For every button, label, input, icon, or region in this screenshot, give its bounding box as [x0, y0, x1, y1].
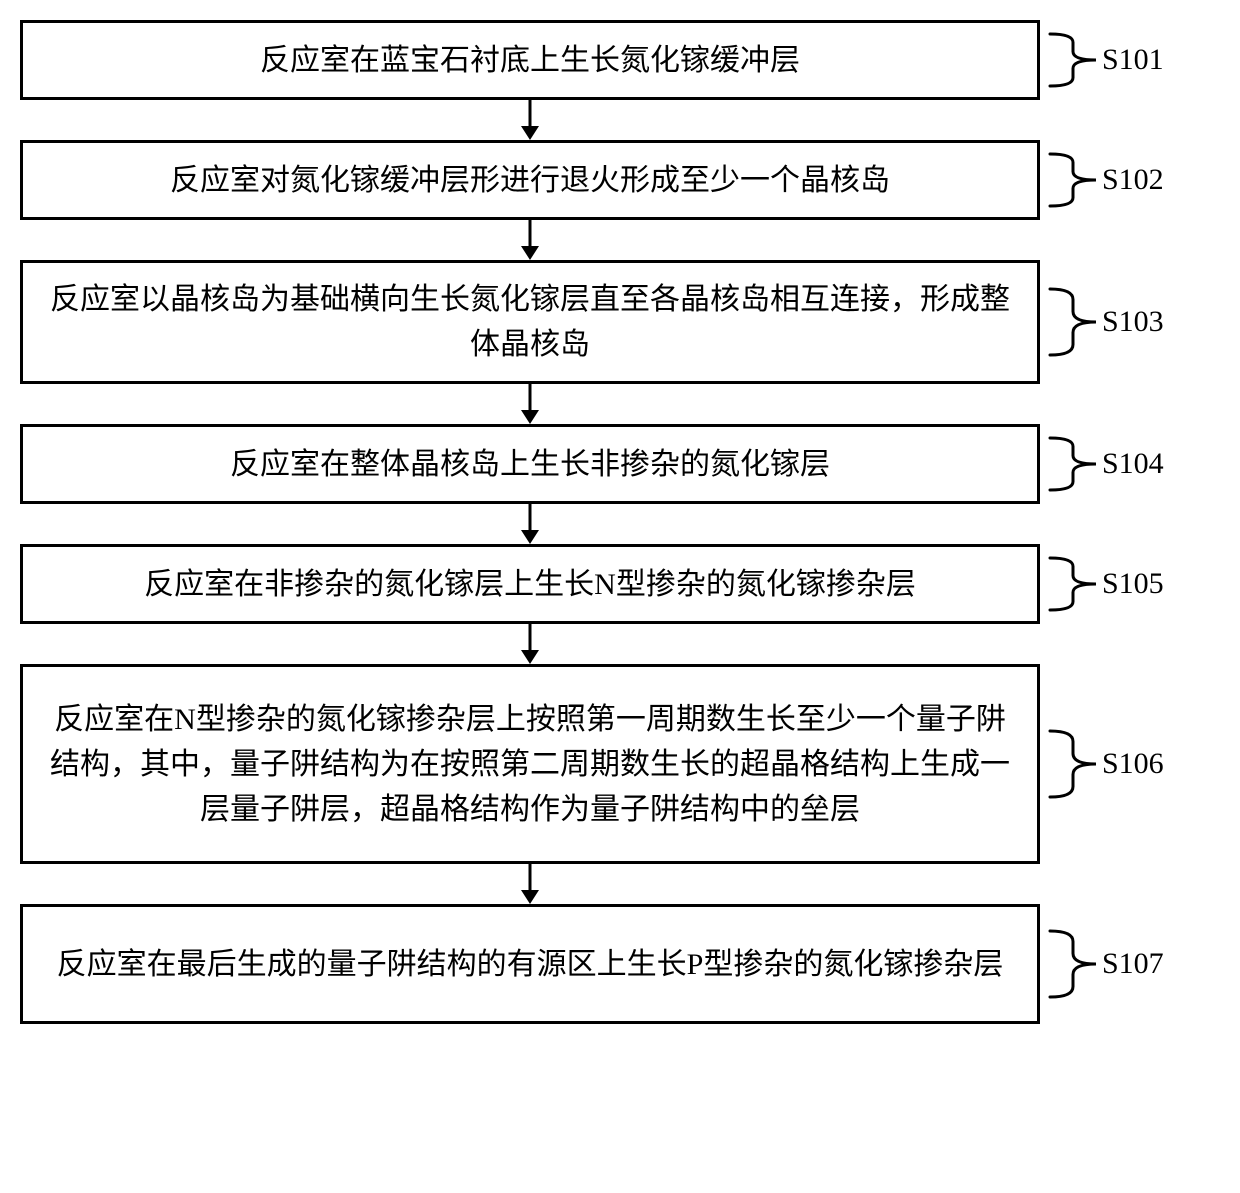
brace-icon [1048, 436, 1098, 492]
flow-step-row: 反应室在整体晶核岛上生长非掺杂的氮化镓层 S104 [20, 424, 1220, 504]
brace-icon [1048, 32, 1098, 88]
flow-step-label: S107 [1102, 947, 1164, 981]
flow-step-text: 反应室对氮化镓缓冲层形进行退火形成至少一个晶核岛 [170, 158, 890, 203]
flow-step-label-col: S104 [1048, 436, 1164, 492]
flow-step-box: 反应室在整体晶核岛上生长非掺杂的氮化镓层 [20, 424, 1040, 504]
flow-arrow [20, 864, 1040, 904]
flow-step-row: 反应室以晶核岛为基础横向生长氮化镓层直至各晶核岛相互连接，形成整体晶核岛 S103 [20, 260, 1220, 384]
flow-arrow-row [20, 624, 1220, 664]
flow-arrow [20, 100, 1040, 140]
flow-step-text: 反应室在整体晶核岛上生长非掺杂的氮化镓层 [230, 442, 830, 487]
flow-step-label: S101 [1102, 43, 1164, 77]
flow-arrow-row [20, 504, 1220, 544]
flow-arrow-row [20, 100, 1220, 140]
flow-step-label-col: S101 [1048, 32, 1164, 88]
flow-step-row: 反应室在最后生成的量子阱结构的有源区上生长P型掺杂的氮化镓掺杂层 S107 [20, 904, 1220, 1024]
flow-arrow [20, 220, 1040, 260]
flow-step-box: 反应室以晶核岛为基础横向生长氮化镓层直至各晶核岛相互连接，形成整体晶核岛 [20, 260, 1040, 384]
flow-step-label: S102 [1102, 163, 1164, 197]
flow-step-label-col: S105 [1048, 556, 1164, 612]
flow-step-text: 反应室在N型掺杂的氮化镓掺杂层上按照第一周期数生长至少一个量子阱结构，其中，量子… [41, 697, 1019, 832]
brace-icon [1048, 729, 1098, 799]
flow-arrow [20, 384, 1040, 424]
flow-step-box: 反应室在最后生成的量子阱结构的有源区上生长P型掺杂的氮化镓掺杂层 [20, 904, 1040, 1024]
flow-step-text: 反应室在蓝宝石衬底上生长氮化镓缓冲层 [260, 38, 800, 83]
flow-step-row: 反应室在非掺杂的氮化镓层上生长N型掺杂的氮化镓掺杂层 S105 [20, 544, 1220, 624]
brace-icon [1048, 152, 1098, 208]
flow-arrow-row [20, 864, 1220, 904]
flow-arrow-row [20, 220, 1220, 260]
flow-step-row: 反应室在蓝宝石衬底上生长氮化镓缓冲层 S101 [20, 20, 1220, 100]
flow-step-text: 反应室以晶核岛为基础横向生长氮化镓层直至各晶核岛相互连接，形成整体晶核岛 [41, 277, 1019, 367]
flow-step-box: 反应室在蓝宝石衬底上生长氮化镓缓冲层 [20, 20, 1040, 100]
flow-arrow [20, 504, 1040, 544]
flow-step-text: 反应室在非掺杂的氮化镓层上生长N型掺杂的氮化镓掺杂层 [144, 562, 916, 607]
flow-step-label-col: S103 [1048, 287, 1164, 357]
flow-step-label: S103 [1102, 305, 1164, 339]
flow-arrow-row [20, 384, 1220, 424]
flow-step-label-col: S102 [1048, 152, 1164, 208]
brace-icon [1048, 287, 1098, 357]
flow-step-text: 反应室在最后生成的量子阱结构的有源区上生长P型掺杂的氮化镓掺杂层 [57, 942, 1004, 987]
brace-icon [1048, 929, 1098, 999]
flow-step-row: 反应室在N型掺杂的氮化镓掺杂层上按照第一周期数生长至少一个量子阱结构，其中，量子… [20, 664, 1220, 864]
flow-step-label-col: S106 [1048, 729, 1164, 799]
flow-step-label-col: S107 [1048, 929, 1164, 999]
flow-step-box: 反应室在N型掺杂的氮化镓掺杂层上按照第一周期数生长至少一个量子阱结构，其中，量子… [20, 664, 1040, 864]
flow-step-label: S106 [1102, 747, 1164, 781]
flow-step-box: 反应室在非掺杂的氮化镓层上生长N型掺杂的氮化镓掺杂层 [20, 544, 1040, 624]
brace-icon [1048, 556, 1098, 612]
flow-step-label: S104 [1102, 447, 1164, 481]
flow-step-row: 反应室对氮化镓缓冲层形进行退火形成至少一个晶核岛 S102 [20, 140, 1220, 220]
flow-step-box: 反应室对氮化镓缓冲层形进行退火形成至少一个晶核岛 [20, 140, 1040, 220]
flow-step-label: S105 [1102, 567, 1164, 601]
process-flowchart: 反应室在蓝宝石衬底上生长氮化镓缓冲层 S101 反应室对氮化镓缓冲层形进行退火形成至… [20, 20, 1220, 1024]
flow-arrow [20, 624, 1040, 664]
